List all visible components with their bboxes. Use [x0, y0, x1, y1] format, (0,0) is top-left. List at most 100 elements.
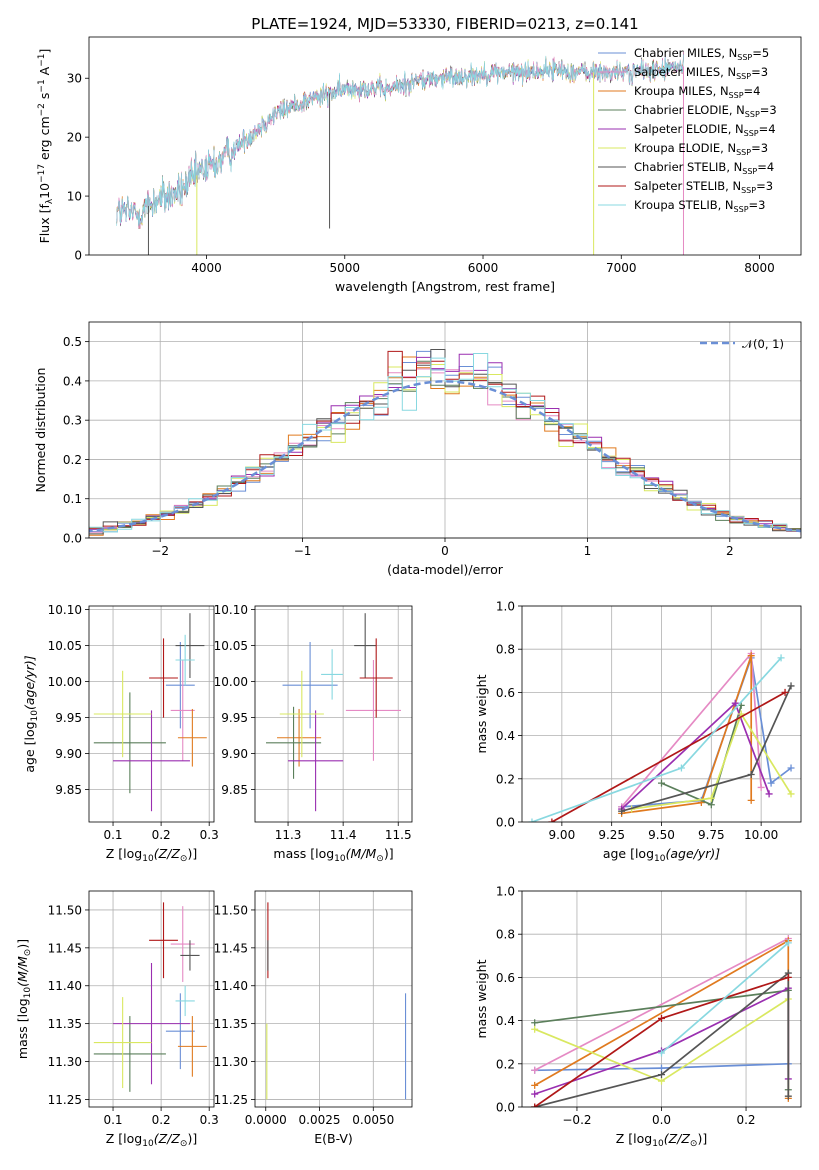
y-tick-label: 10.05	[48, 639, 82, 653]
y-tick-label: 10.10	[48, 603, 82, 617]
label-part: =3	[756, 179, 773, 193]
label-part: 10	[23, 987, 33, 999]
plot-area-weight-vs-age	[528, 650, 795, 822]
x-axis-label: age [log10(age/yr)]	[603, 846, 720, 864]
plot-area-age-vs-mass	[266, 613, 401, 812]
series-marker	[528, 818, 536, 822]
x-tick-label: 11.3	[275, 828, 302, 842]
label-part: =3	[751, 141, 768, 155]
x-tick-label: 9.25	[598, 828, 625, 842]
chart-title: PLATE=1924, MJD=53330, FIBERID=0213, z=0…	[251, 15, 638, 33]
x-axis-label: Z [log10(Z/Z⊙)]	[106, 846, 197, 864]
histogram-chabrier-elodie	[89, 360, 801, 532]
y-axis-label: Normed distribution	[33, 368, 48, 493]
axes-frame	[88, 890, 215, 1108]
normal-curve	[89, 380, 801, 533]
label-part: A	[37, 66, 52, 79]
y-tick-label: 0.4	[63, 374, 82, 388]
y-tick-label: 0.1	[63, 492, 82, 506]
panel-residuals: −2 −1 0 1 2 0.0 0.1 0.2 0.3 0.4 0.5 (data-model)/er…	[33, 321, 802, 577]
series-marker	[658, 1077, 665, 1085]
y-tick-label: 10	[67, 190, 82, 204]
y-tick-label: 0.3	[63, 414, 82, 428]
y-tick-label: 11.45	[48, 941, 82, 955]
label-part: =3	[751, 65, 768, 79]
label-part: SSP	[741, 186, 756, 195]
y-tick-label: 0.5	[63, 335, 82, 349]
series-marker	[787, 764, 795, 772]
series-line-kroupa-miles	[621, 655, 753, 815]
label-part: 10	[37, 183, 52, 199]
label-part: Chabrier ELODIE, N	[634, 103, 745, 117]
x-tick-label: 10.00	[744, 828, 778, 842]
label-part: ⊙	[376, 854, 384, 864]
label-part: −2	[37, 103, 47, 116]
label-part: =5	[752, 46, 769, 60]
grid-mass-vs-ebv	[255, 891, 412, 1107]
y-tick-label: 11.35	[214, 1017, 248, 1031]
y-tick-label: 10.05	[214, 639, 248, 653]
series-marker	[784, 973, 792, 981]
y-tick-label: 0.2	[496, 772, 515, 786]
series-marker	[531, 1066, 539, 1074]
series-marker	[531, 1090, 539, 1098]
series-marker	[784, 1092, 792, 1100]
legend-entry: Salpeter ELODIE, NSSP=4	[634, 122, 776, 138]
legend-entry: Kroupa ELODIE, NSSP=3	[634, 141, 768, 157]
label-part: Salpeter ELODIE, N	[634, 122, 744, 136]
label-part: Kroupa MILES, N	[634, 84, 729, 98]
series-marker	[677, 764, 685, 772]
label-part: −17	[37, 164, 47, 183]
label-part: (age/yr)]	[22, 655, 37, 710]
label-part: ⊙	[23, 949, 33, 957]
series-marker	[658, 1049, 665, 1057]
y-tick-label: 11.30	[48, 1055, 82, 1069]
y-tick-label: 9.95	[55, 711, 82, 725]
y-tick-label: 20	[67, 131, 82, 145]
series-marker	[747, 770, 755, 778]
panel-age-vs-mass: 11.3 11.4 11.5 9.85 9.90 9.95 10.00 10.05 10.10 m…	[214, 603, 413, 864]
series-marker	[531, 1081, 539, 1089]
label-part: )]	[384, 846, 394, 861]
y-tick-label: 11.40	[48, 979, 82, 993]
label-part: SSP	[737, 53, 752, 62]
y-tick-label: 9.95	[221, 711, 248, 725]
label-part: (age/yr)]	[665, 846, 720, 861]
series-marker	[658, 1071, 665, 1079]
y-tick-label: 9.85	[221, 783, 248, 797]
x-axis-label: E(B-V)	[314, 1131, 353, 1146]
y-tick-label: 10.00	[48, 675, 82, 689]
x-axis-label: Z [log10(Z/Z⊙)]	[106, 1131, 197, 1149]
x-tick-label: 0.2	[152, 828, 171, 842]
axes-frame	[88, 321, 802, 539]
label-part: mass [log	[15, 998, 30, 1059]
label-part: ]	[37, 49, 52, 54]
y-tick-label: 0.8	[496, 928, 515, 942]
label-part: SSP	[745, 110, 760, 119]
label-part: Kroupa ELODIE, N	[634, 141, 736, 155]
y-tick-label: 11.50	[48, 903, 82, 917]
spectrum-line-chabrier-stelib	[116, 50, 684, 229]
label-part: )]	[187, 846, 197, 861]
x-tick-label: 4000	[191, 261, 222, 275]
label-part: (Z/Z	[664, 1131, 691, 1146]
y-tick-label: 1.0	[496, 885, 515, 899]
label-part: ⊙	[690, 1139, 698, 1149]
y-tick-label: 0.0	[63, 532, 82, 546]
y-axis-label: mass weight	[474, 959, 489, 1038]
x-axis-label: wavelength [Angstrom, rest frame]	[335, 279, 555, 294]
label-part: age [log	[603, 846, 654, 861]
label-part: )]	[15, 939, 30, 949]
y-tick-label: 11.45	[214, 941, 248, 955]
label-part: Salpeter STELIB, N	[634, 179, 741, 193]
axes-frame	[254, 605, 413, 823]
label-part: =3	[749, 198, 766, 212]
series-marker	[765, 790, 773, 798]
label-part: Z [log	[106, 1131, 142, 1146]
panel-spectrum: 4000 5000 6000 7000 8000 0 10 20 30 wavelength [A…	[37, 15, 802, 294]
y-tick-label: 10.00	[214, 675, 248, 689]
legend-entry: 𝒩(0, 1)	[742, 337, 784, 351]
label-part: Chabrier MILES, N	[634, 46, 737, 60]
